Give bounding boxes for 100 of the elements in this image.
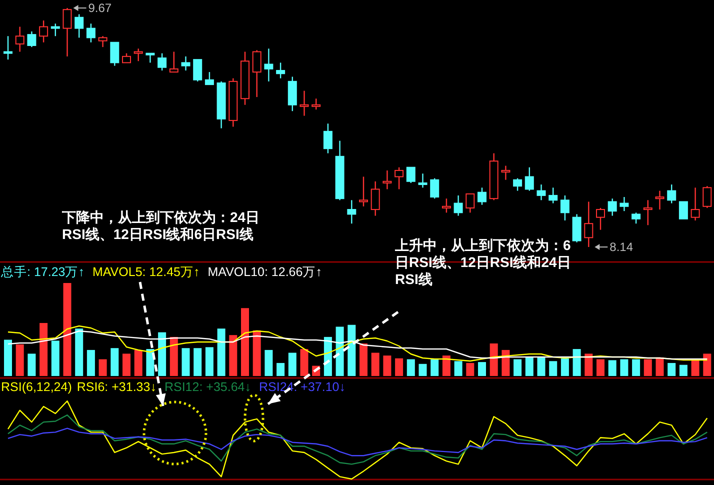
- candlestick: [169, 51, 178, 73]
- bar: [217, 328, 226, 376]
- bar: [371, 352, 380, 376]
- bar: [300, 349, 308, 376]
- annotation: 8.14: [610, 240, 634, 254]
- candlestick: [394, 166, 404, 190]
- bar: [656, 357, 664, 376]
- candlestick: [181, 56, 190, 72]
- candlestick: [620, 196, 629, 212]
- candlestick: [406, 166, 416, 184]
- candlestick: [466, 193, 475, 214]
- bar: [28, 354, 36, 376]
- bar: [264, 350, 273, 376]
- bar: [229, 335, 238, 376]
- candlestick: [418, 172, 428, 188]
- candlestick: [608, 198, 617, 216]
- annotation: 下降中，从上到下依次为：24日RSI线、12日RSI线和6日RSI线: [62, 209, 261, 243]
- bar: [668, 362, 676, 376]
- bar: [336, 326, 344, 376]
- candlestick: [643, 200, 652, 226]
- candlestick: [454, 194, 463, 216]
- bar: [525, 357, 534, 376]
- bar: [502, 350, 510, 376]
- bar: [348, 324, 356, 376]
- bar: [691, 360, 700, 376]
- text: MAVOL10: 12.66万↑: [208, 265, 322, 279]
- candlestick: [134, 48, 143, 62]
- candlestick: [501, 165, 510, 180]
- bar: [194, 348, 202, 376]
- bar: [122, 354, 130, 376]
- bar: [383, 356, 392, 376]
- bar: [406, 359, 415, 376]
- candlestick: [110, 42, 120, 66]
- candlestick: [86, 23, 96, 43]
- bar: [252, 330, 261, 376]
- bar: [241, 308, 249, 376]
- candlestick: [359, 176, 368, 207]
- candlestick: [478, 187, 486, 206]
- candlestick: [15, 26, 24, 52]
- bar: [170, 336, 178, 376]
- bar: [418, 364, 427, 376]
- candlestick: [632, 212, 641, 224]
- bar: [205, 347, 214, 376]
- candlestick: [204, 71, 214, 86]
- candlestick: [74, 14, 84, 38]
- text: RSI12: +35.64↓: [164, 380, 251, 394]
- candlestick: [288, 76, 297, 112]
- candlestick: [264, 48, 274, 82]
- candlestick: [655, 190, 664, 210]
- series-label: RSI6: +31.33↓: [76, 380, 156, 394]
- candlestick: [596, 207, 605, 230]
- candlestick: [572, 214, 582, 243]
- candlestick: [158, 52, 167, 72]
- candlestick: [513, 178, 522, 192]
- candlestick: [667, 184, 676, 204]
- bar: [158, 332, 166, 376]
- bar: [86, 350, 95, 376]
- candlestick: [122, 52, 131, 64]
- bar: [596, 359, 604, 376]
- bar: [466, 362, 474, 376]
- candlestick: [370, 180, 380, 216]
- bar: [75, 328, 84, 376]
- bar: [608, 360, 616, 376]
- candlestick: [524, 166, 534, 192]
- bar: [644, 359, 652, 376]
- bar: [454, 361, 462, 376]
- bar: [537, 357, 546, 376]
- candlestick: [548, 187, 558, 204]
- annotation: 上升中，从上到下依次为：6日RSI线、12日RSI线和24日RSI线: [395, 237, 572, 288]
- candlestick: [276, 62, 286, 79]
- bar: [395, 358, 404, 376]
- bar: [110, 348, 119, 376]
- candlestick: [98, 36, 108, 48]
- candlestick: [4, 36, 12, 60]
- candlestick: [347, 200, 356, 224]
- candlestick: [584, 201, 594, 248]
- candlestick: [27, 30, 36, 48]
- bar: [98, 359, 107, 376]
- bar: [288, 352, 296, 376]
- candlestick: [690, 187, 700, 222]
- text: MAVOL5: 12.45万↑: [92, 265, 200, 279]
- text: RSI24: +37.10↓: [258, 380, 346, 394]
- candlestick: [300, 90, 309, 116]
- bar: [490, 343, 498, 376]
- bar: [134, 350, 142, 376]
- candlestick: [560, 194, 570, 222]
- bar: [63, 283, 72, 376]
- candlestick: [146, 52, 155, 64]
- bar: [549, 361, 558, 376]
- chart-title: RSI(6,12,24): [1, 380, 72, 394]
- bar: [632, 359, 640, 376]
- bar: [4, 340, 12, 376]
- bar: [430, 359, 439, 376]
- bar: [572, 349, 581, 376]
- series-label: 总手: 17.23万↑: [0, 265, 84, 279]
- candlestick: [193, 58, 202, 82]
- bar: [51, 340, 60, 376]
- bar: [478, 362, 486, 376]
- bar: [679, 364, 688, 376]
- bar: [16, 344, 24, 376]
